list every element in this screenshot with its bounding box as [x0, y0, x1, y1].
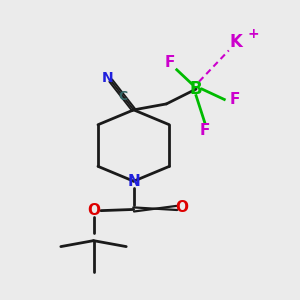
- Text: F: F: [164, 55, 175, 70]
- Text: O: O: [87, 203, 100, 218]
- Text: K: K: [230, 32, 243, 50]
- Text: F: F: [230, 92, 240, 107]
- Text: O: O: [176, 200, 189, 215]
- Text: N: N: [127, 174, 140, 189]
- Text: N: N: [102, 70, 114, 85]
- Text: B: B: [190, 80, 203, 98]
- Text: +: +: [248, 27, 259, 41]
- Text: C: C: [118, 90, 127, 103]
- Text: F: F: [200, 123, 210, 138]
